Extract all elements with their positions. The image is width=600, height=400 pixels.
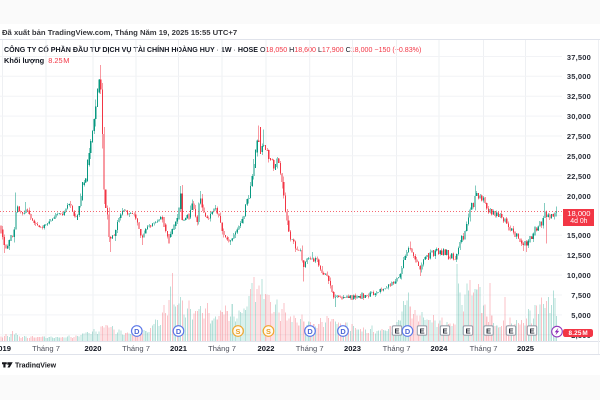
svg-text:TradingView: TradingView [15,362,57,368]
svg-text:E: E [529,326,534,335]
svg-text:E: E [442,326,447,335]
svg-text:E: E [486,326,491,335]
svg-text:E: E [508,326,513,335]
svg-text:E: E [394,326,399,335]
svg-text:D: D [307,327,313,336]
svg-text:E: E [465,326,470,335]
svg-text:E: E [419,326,424,335]
svg-text:D: D [405,327,411,336]
svg-text:D: D [176,327,182,336]
svg-text:D: D [134,327,140,336]
svg-text:D: D [340,327,346,336]
svg-text:S: S [266,327,271,336]
svg-text:S: S [236,327,241,336]
